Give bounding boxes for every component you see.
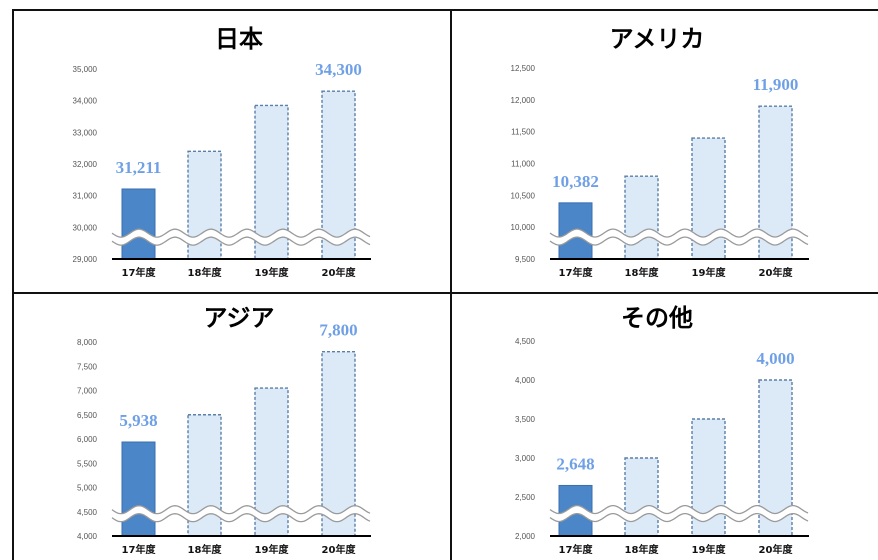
data-label: 34,300 <box>315 60 362 79</box>
y-tick-label: 11,000 <box>511 160 535 169</box>
axis-break-line <box>549 236 809 246</box>
y-tick-label: 5,000 <box>77 484 98 493</box>
y-tick-label: 9,500 <box>515 255 536 264</box>
y-tick-label: 29,000 <box>73 255 98 264</box>
axis-break-line <box>111 505 371 515</box>
axis-break-line <box>111 228 371 238</box>
x-tick-label: 18年度 <box>188 543 223 556</box>
axis-break-band <box>550 505 809 522</box>
chart-title: その他 <box>621 304 693 332</box>
y-tick-label: 10,500 <box>511 191 536 200</box>
data-label: 11,900 <box>753 75 799 94</box>
grid-divider-vertical <box>450 9 452 560</box>
x-tick-label: 19年度 <box>692 266 727 279</box>
y-tick-label: 8,000 <box>77 338 98 347</box>
x-tick-label: 20年度 <box>322 266 357 279</box>
x-tick-label: 17年度 <box>122 266 157 279</box>
x-tick-label: 20年度 <box>759 266 794 279</box>
data-label: 10,382 <box>552 172 599 191</box>
y-tick-label: 34,000 <box>73 97 98 106</box>
x-tick-label: 20年度 <box>322 543 357 556</box>
axis-break-line <box>549 504 809 515</box>
x-tick-label: 19年度 <box>255 543 290 556</box>
y-tick-label: 6,500 <box>77 411 98 420</box>
data-label: 2,648 <box>556 454 594 473</box>
y-tick-label: 32,000 <box>73 160 98 169</box>
axis-break-line <box>549 512 809 523</box>
y-tick-label: 6,000 <box>77 435 98 444</box>
chart-svg: その他 2,000 2,500 3,000 3,500 4,000 4,500 17年度 2,6… <box>515 304 809 556</box>
x-tick-label: 18年度 <box>625 543 660 556</box>
data-label: 31,211 <box>116 158 162 177</box>
chart-panel-asia: アジア 4,000 4,500 5,000 5,500 6,000 6,500 7,000 7,… <box>14 294 450 560</box>
y-tick-label: 35,000 <box>73 65 98 74</box>
y-tick-label: 4,500 <box>515 337 536 346</box>
bar-forecast <box>624 175 659 260</box>
chart-grid-frame <box>12 9 878 560</box>
x-tick-label: 17年度 <box>122 543 157 556</box>
y-tick-label: 5,500 <box>77 459 98 468</box>
chart-title: アメリカ <box>610 25 705 53</box>
bar-forecast <box>624 457 659 537</box>
grid-divider-horizontal <box>12 292 878 294</box>
y-tick-label: 7,500 <box>77 362 98 371</box>
y-tick-label: 2,000 <box>515 532 536 541</box>
chart-title: アジア <box>203 304 274 332</box>
bar-actual <box>121 441 156 537</box>
y-tick-label: 3,000 <box>515 454 536 463</box>
axis-break-band <box>112 505 371 522</box>
chart-panel-japan: 日本 29,000 30,000 31,000 32,000 33,000 34,000 35… <box>14 11 450 292</box>
data-label: 7,800 <box>319 321 357 340</box>
x-tick-label: 17年度 <box>559 543 594 556</box>
chart-svg: アジア 4,000 4,500 5,000 5,500 6,000 6,500 7,000 7,… <box>77 304 371 556</box>
x-tick-label: 17年度 <box>559 266 594 279</box>
y-tick-label: 7,000 <box>77 387 98 396</box>
y-tick-label: 3,500 <box>515 415 536 424</box>
y-tick-label: 11,500 <box>511 128 535 137</box>
bar-actual <box>121 188 156 260</box>
y-tick-label: 4,000 <box>77 532 98 541</box>
axis-break-line <box>111 236 371 246</box>
y-tick-label: 2,500 <box>515 493 536 502</box>
x-tick-label: 20年度 <box>759 543 794 556</box>
y-tick-label: 4,000 <box>515 376 536 385</box>
chart-svg: 日本 29,000 30,000 31,000 32,000 33,000 34,000 35… <box>73 25 371 279</box>
axis-break-line <box>549 228 809 238</box>
chart-panel-america: アメリカ 9,500 10,000 10,500 11,000 11,500 12,000 1… <box>452 11 878 292</box>
y-tick-label: 10,000 <box>511 223 536 232</box>
x-tick-label: 18年度 <box>188 266 223 279</box>
y-tick-label: 4,500 <box>77 508 98 517</box>
x-tick-label: 19年度 <box>255 266 290 279</box>
axis-break-band <box>550 229 809 245</box>
axis-break-line <box>111 513 371 523</box>
chart-panel-other: その他 2,000 2,500 3,000 3,500 4,000 4,500 17年度 2,6… <box>452 294 878 560</box>
x-tick-label: 18年度 <box>625 266 660 279</box>
data-label: 4,000 <box>756 349 794 368</box>
y-tick-label: 30,000 <box>73 223 98 232</box>
chart-title: 日本 <box>215 25 263 53</box>
axis-break-band <box>112 229 371 246</box>
data-label: 5,938 <box>119 411 157 430</box>
y-tick-label: 33,000 <box>73 128 98 137</box>
x-tick-label: 19年度 <box>692 543 727 556</box>
y-tick-label: 31,000 <box>73 192 98 201</box>
bar-forecast <box>321 351 356 537</box>
chart-svg: アメリカ 9,500 10,000 10,500 11,000 11,500 12,000 1… <box>511 25 809 279</box>
y-tick-label: 12,500 <box>511 64 536 73</box>
y-tick-label: 12,000 <box>511 96 536 105</box>
